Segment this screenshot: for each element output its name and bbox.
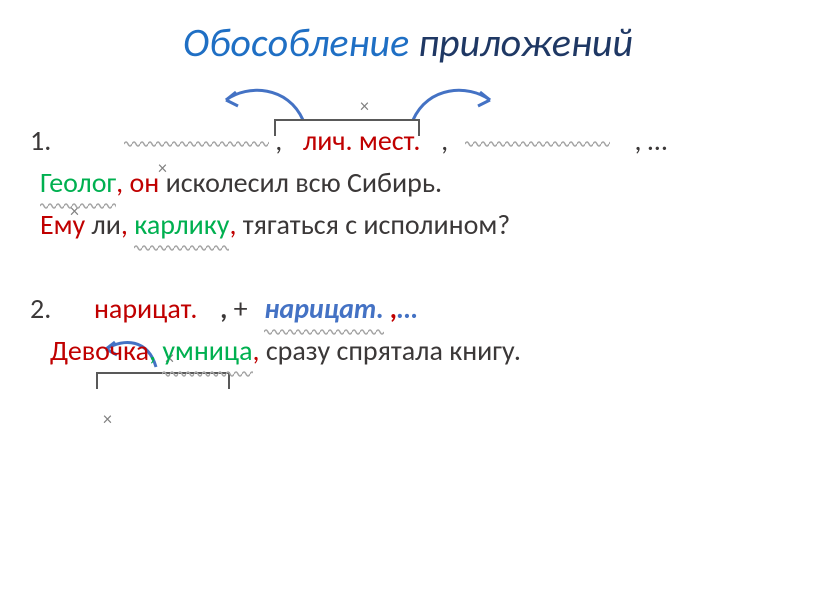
ex2-w1: Девочка <box>50 333 149 368</box>
example-1a: Геолог, он исколесил всю Сибирь. <box>40 162 667 204</box>
ex2-c1: , <box>149 333 156 368</box>
rule1-comma-1: , <box>275 123 282 158</box>
rule-2-line: 2. нарицат. , + нарицат. ,… <box>30 288 667 330</box>
rule1-comma-2: , <box>441 123 448 158</box>
title-word-1: Обособление <box>183 18 409 67</box>
ex1a-w2: он <box>130 165 160 200</box>
x-mark-5: × <box>103 408 112 430</box>
rule1-wavy-1 <box>124 140 269 148</box>
rule-1-line: 1. , лич. мест. , , … <box>30 120 667 162</box>
title-word-2: приложений <box>409 18 633 67</box>
rule1-wavy-2 <box>465 140 610 148</box>
rule2-plus: + <box>234 291 254 326</box>
ex1b-c1: , <box>121 207 128 242</box>
rule2-num: 2. <box>30 291 51 326</box>
ex1a-c1: , <box>116 165 123 200</box>
ex1b-w2: карлику <box>134 207 229 242</box>
ex2-rest: сразу спрятала книгу. <box>260 333 521 368</box>
rule2-dots: … <box>397 291 417 326</box>
ex1b-w1: Ему <box>40 207 85 242</box>
ex1a-rest: исколесил всю Сибирь. <box>159 165 442 200</box>
slide: Обособление приложений × × × × × 1. , ли… <box>0 0 816 613</box>
example-1b: Ему ли, карлику, тягаться с исполином? <box>40 204 667 246</box>
ex2-c2: , <box>253 333 260 368</box>
ex1b-rest: тягаться с исполином? <box>236 207 510 242</box>
rule2-label2: нарицат. <box>264 291 384 326</box>
rule1-label: лич. мест. <box>303 123 420 158</box>
rule1-num: 1. <box>30 123 51 158</box>
rule2-label: нарицат. <box>94 291 197 326</box>
ex1b-sp: ли <box>85 207 121 242</box>
ex1a-w1: Геолог <box>40 165 116 200</box>
example-2: Девочка, умница, сразу спрятала книгу. <box>50 330 667 372</box>
rule2-comma-1: , <box>220 291 227 326</box>
rule1-dots: , … <box>634 123 667 158</box>
slide-title: Обособление приложений <box>0 18 816 67</box>
x-mark-1: × <box>360 95 369 117</box>
content-block: 1. , лич. мест. , , … Геолог, он исколес… <box>30 120 667 372</box>
ex2-w2: умница <box>162 333 252 368</box>
arrow-left-1 <box>218 80 308 122</box>
arrow-right-1 <box>408 80 498 122</box>
